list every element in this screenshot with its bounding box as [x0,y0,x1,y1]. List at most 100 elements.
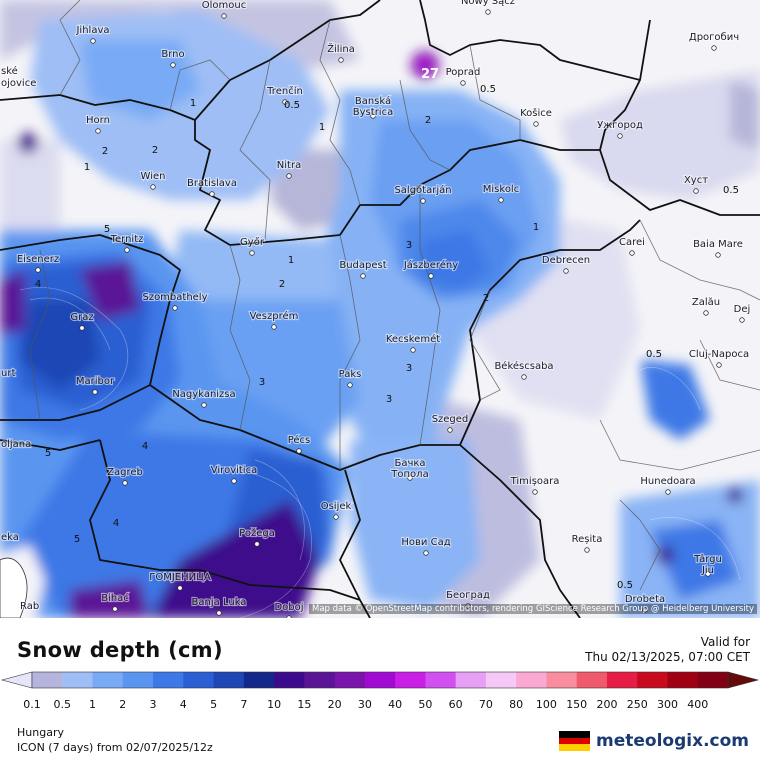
city-hunedoara[interactable]: Hunedoara [639,475,697,495]
city-horn[interactable]: Horn [85,114,111,134]
scale-swatch [334,672,366,688]
city-kosice[interactable]: Košice [519,106,553,127]
city-brno[interactable]: Brno [160,48,186,68]
scale-swatch [364,672,396,688]
flag-stripe [559,731,591,738]
city-marker-icon [296,448,302,454]
city-zilina[interactable]: Žilina [326,41,356,63]
contour-label: 27 [421,67,439,82]
city-osijek[interactable]: Osijek [320,500,353,520]
city-zagreb[interactable]: Zagreb [106,466,144,486]
city-label: Salgótarján [394,184,451,196]
city-zalau[interactable]: Zalău [691,296,721,316]
city-salgotarjan[interactable]: Salgótarján [393,183,453,204]
city-marker-icon [703,310,709,316]
city-eisenerz[interactable]: Eisenerz [16,253,60,273]
city-kecskemet[interactable]: Kecskemét [385,332,441,353]
city-item[interactable]: Бачка Топола [389,457,430,481]
contour-label: 2 [425,115,431,126]
city-label: Brno [161,49,184,60]
edge-label-rab: Rab [20,601,39,612]
city-label: Eisenerz [17,254,59,265]
city-label: Târgu Jiu [693,553,722,576]
city-timisoara[interactable]: Timișoara [509,475,560,495]
city-debrecen[interactable]: Debrecen [541,254,591,274]
valid-for-label: Valid for [700,635,750,649]
city-resita[interactable]: Reșita [571,533,603,553]
city-marker-icon [532,489,538,495]
city-bekescsaba[interactable]: Békéscsaba [493,359,555,380]
city-drobeta[interactable]: Drobeta [624,593,666,613]
city-label: Drobeta [625,594,665,605]
city-veszprem[interactable]: Veszprém [248,309,300,330]
city-paks[interactable]: Paks [338,368,362,388]
scale-tick-label: 400 [687,698,709,711]
city-label: Debrecen [542,255,590,266]
scale-tick-label: 4 [179,698,187,711]
city-nowy-sacz[interactable]: Nowy Sącz [460,0,516,15]
city-pecs[interactable]: Pécs [287,433,311,454]
country-borders [0,0,760,618]
city-dej[interactable]: Dej [733,303,751,323]
contour-label: 2 [102,146,108,157]
city-nagykanizsa[interactable]: Nagykanizsa [171,388,237,408]
edge-label-ske: ské [1,65,18,77]
brand-logo[interactable]: meteologix.com [559,730,749,752]
city-banja-luka[interactable]: Banja Luka [190,596,248,616]
city-jaszbereny[interactable]: Jászberény [402,258,459,279]
contour-value-labels: 1 0.5 1 2 2 1 2 0.5 1 0.5 5 1 2 3 2 4 3 3 3 4 5 4 5 0.5 0.5 27 [35,67,739,591]
scale-tick-label: 40 [388,698,403,711]
scale-swatch [485,672,517,688]
city-nitra[interactable]: Nitra [276,159,302,179]
scale-swatch [122,672,154,688]
city-cluj-napoca[interactable]: Cluj-Napoca [688,348,750,368]
city-miskolc[interactable]: Miskolc [482,183,520,203]
city-item[interactable]: ГОМЈЕНИЦА [148,571,212,591]
scale-swatch [395,672,426,688]
city-targu-jiu[interactable]: Târgu Jiu [692,552,723,577]
city-marker-icon [35,267,41,273]
city-pozega[interactable]: Požega [238,526,276,547]
city-carei[interactable]: Carei [618,236,646,256]
city-poprad[interactable]: Poprad [445,66,481,86]
city-banska-bystrica[interactable]: Banská Bystrica [352,94,395,119]
valid-date: Thu 02/13/2025, 07:00 CET [585,650,750,664]
city-marker-icon [705,571,711,577]
city-marker-icon [333,514,339,520]
city-ternitz[interactable]: Ternitz [109,233,144,253]
snow-depth-map[interactable]: Olomouc Nowy Sącz Дрогобич Jihlava Brno Žilin… [0,0,760,619]
city-olomouc[interactable]: Olomouc [201,0,247,19]
city-marker-icon [201,402,207,408]
city-trencin[interactable]: Trenčín [265,84,304,105]
city-item[interactable]: Ужгород [596,119,644,139]
city-item[interactable]: Београд [445,589,491,609]
city-doboj[interactable]: Doboj [273,601,305,618]
city-item[interactable]: Дрогобич [688,31,740,51]
city-marker-icon [150,184,156,190]
city-jihlava[interactable]: Jihlava [74,24,111,44]
city-marker-icon [617,133,623,139]
city-budapest[interactable]: Budapest [338,259,388,279]
city-bratislava[interactable]: Bratislava [186,177,238,197]
scale-swatch [606,672,638,688]
city-szombathely[interactable]: Szombathely [141,291,209,311]
city-label: Győr [240,236,265,248]
contour-label: 4 [113,518,119,529]
city-baia-mare[interactable]: Baia Mare [692,238,744,258]
scale-tick-label: 10 [267,698,282,711]
city-wien[interactable]: Wien [139,170,167,190]
scale-swatch [667,672,699,688]
city-marker-icon [665,489,671,495]
city-label: Horn [86,115,110,126]
city-bihac[interactable]: Bihać [100,591,130,612]
city-item[interactable]: Нови Сад [400,536,452,556]
city-szeged[interactable]: Szeged [431,413,469,433]
city-gyor[interactable]: Győr [239,235,266,256]
city-maribor[interactable]: Maribor [75,375,116,395]
city-label: Ternitz [110,234,144,245]
city-item[interactable]: Хуст [683,174,709,194]
scale-tick-label: 200 [596,698,618,711]
scale-tick-label: 1 [89,698,97,711]
city-graz[interactable]: Graz [69,311,95,331]
city-virovitica[interactable]: Virovitica [210,464,258,484]
